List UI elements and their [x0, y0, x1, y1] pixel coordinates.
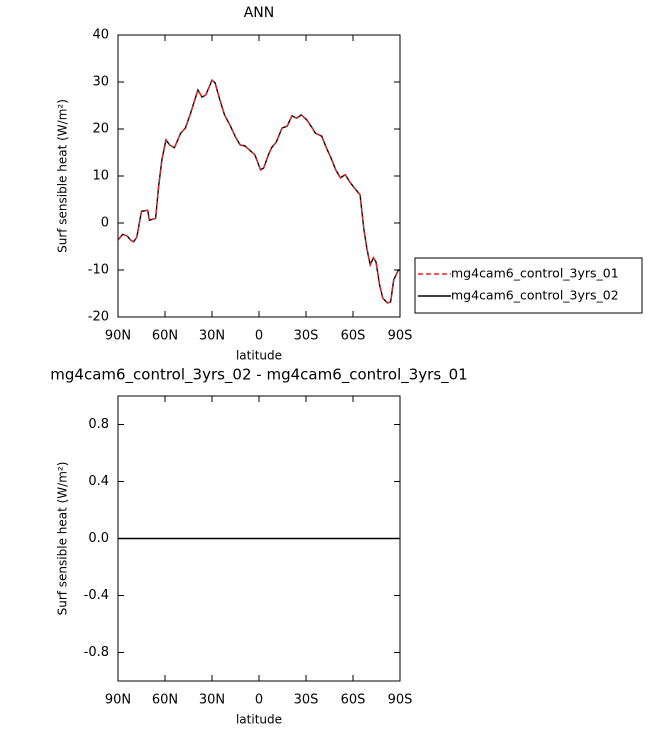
- plot-frame: [117, 395, 401, 682]
- y-tick-label: 40: [92, 28, 109, 43]
- x-tick-label: 30N: [199, 329, 225, 344]
- x-tick-label: 90S: [388, 693, 413, 708]
- x-tick-label: 30S: [294, 329, 319, 344]
- y-axis-label: Surf sensible heat (W/m²): [56, 99, 70, 253]
- x-tick-label: 30S: [294, 693, 319, 708]
- y-tick-label: -10: [88, 263, 109, 278]
- x-axis-label: latitude: [236, 713, 282, 727]
- y-tick-label: 0.0: [88, 531, 109, 546]
- y-tick-label: 0: [101, 216, 109, 231]
- x-tick-label: 60S: [341, 329, 366, 344]
- y-tick-label: 0.4: [88, 474, 109, 489]
- legend-box: [414, 257, 643, 314]
- x-tick-label: 60N: [152, 329, 178, 344]
- x-tick-label: 90N: [105, 329, 131, 344]
- y-tick-label: -0.4: [84, 588, 109, 603]
- legend-label: mg4cam6_control_3yrs_02: [451, 288, 619, 303]
- x-tick-label: 60N: [152, 693, 178, 708]
- y-tick-label: -0.8: [84, 645, 109, 660]
- legend-label: mg4cam6_control_3yrs_01: [451, 266, 619, 281]
- y-tick-label: 0.8: [88, 417, 109, 432]
- plot-frame: [117, 34, 401, 318]
- y-tick-label: -20: [88, 310, 109, 325]
- y-tick-label: 10: [92, 169, 109, 184]
- data-line: [117, 78, 400, 304]
- x-tick-label: 0: [255, 693, 263, 708]
- data-line: [117, 78, 400, 304]
- x-tick-label: 90S: [388, 329, 413, 344]
- x-tick-label: 90N: [105, 693, 131, 708]
- y-tick-label: 30: [92, 75, 109, 90]
- y-tick-label: 20: [92, 122, 109, 137]
- chart-title: ANN: [244, 5, 275, 21]
- x-tick-label: 30N: [199, 693, 225, 708]
- x-tick-label: 0: [255, 329, 263, 344]
- chart-title: mg4cam6_control_3yrs_02 - mg4cam6_contro…: [50, 366, 467, 385]
- x-tick-label: 60S: [341, 693, 366, 708]
- y-axis-label: Surf sensible heat (W/m²): [56, 462, 70, 616]
- x-axis-label: latitude: [236, 349, 282, 363]
